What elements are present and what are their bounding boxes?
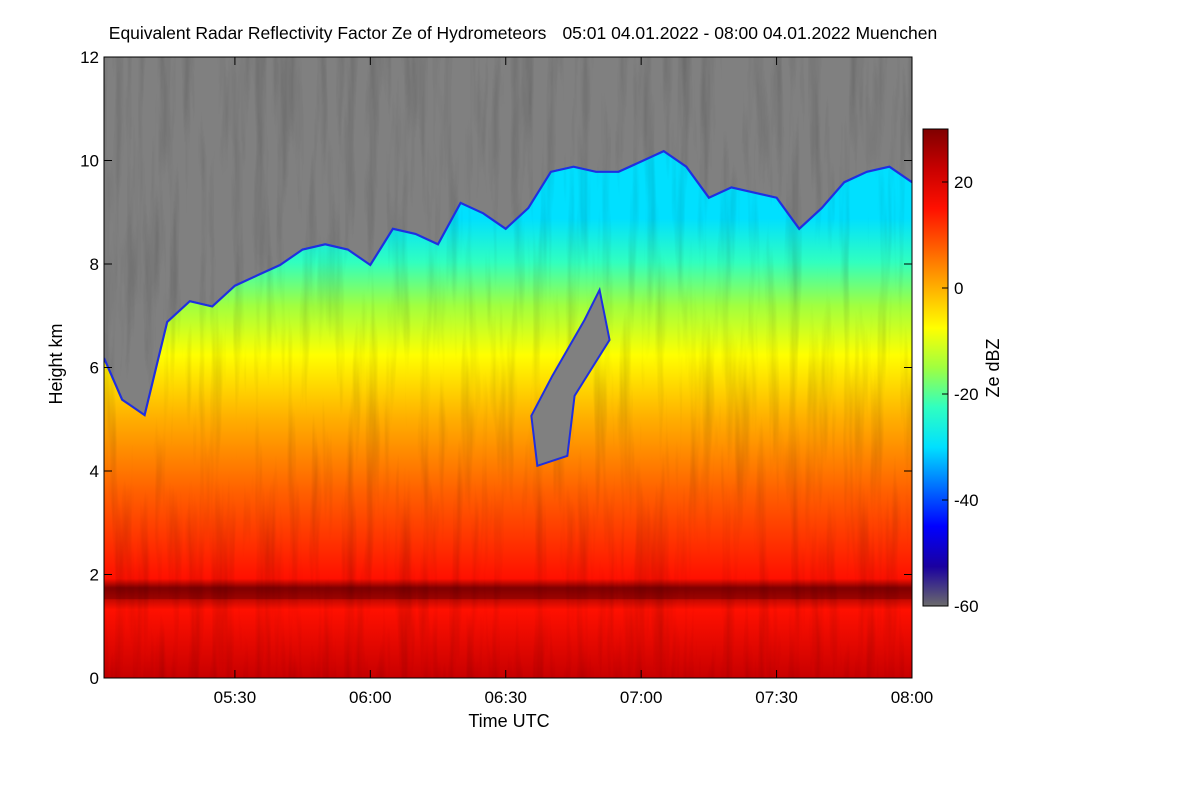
y-tick-label: 4 (90, 462, 99, 481)
colorbar-ticks: 20 0 -20 -40 -60 (942, 173, 979, 616)
x-tick-label: 07:00 (620, 688, 663, 707)
x-tick-label: 06:00 (349, 688, 392, 707)
title-time-range: 05:01 04.01.2022 - 08:00 04.01.2022 (562, 23, 850, 43)
reflectivity-field (104, 57, 912, 678)
colorbar-tick-label: -40 (954, 491, 979, 510)
y-axis-title: Height km (46, 323, 66, 404)
x-tick-label: 08:00 (891, 688, 934, 707)
chart-title: Equivalent Radar Reflectivity Factor Ze … (109, 23, 937, 43)
no-signal-gap (530, 286, 611, 468)
echo-top-edge (104, 149, 912, 417)
fallstreak-texture (104, 57, 912, 678)
colorbar-title: Ze dBZ (983, 338, 1003, 397)
y-axis: 0 2 4 6 8 10 12 (80, 48, 912, 688)
y-tick-label: 2 (90, 566, 99, 585)
colorbar-tick-label: 20 (954, 173, 973, 192)
colorbar-tick-label: 0 (954, 279, 963, 298)
title-main: Equivalent Radar Reflectivity Factor Ze … (109, 23, 547, 43)
colorbar-tick-label: -20 (954, 385, 979, 404)
y-tick-label: 0 (90, 669, 99, 688)
x-tick-label: 05:30 (214, 688, 257, 707)
y-tick-label: 8 (90, 255, 99, 274)
y-tick-label: 6 (90, 359, 99, 378)
x-tick-label: 07:30 (755, 688, 798, 707)
colorbar-gradient (922, 128, 949, 607)
y-tick-label: 10 (80, 152, 99, 171)
title-location: Muenchen (855, 23, 937, 43)
colorbar-tick-label: -60 (954, 597, 979, 616)
colorbar: 20 0 -20 -40 -60 Ze dBZ (922, 128, 1003, 616)
x-axis-title: Time UTC (468, 711, 549, 731)
x-tick-label: 06:30 (484, 688, 527, 707)
x-axis: 05:30 06:00 06:30 07:00 07:30 08:00 (214, 57, 934, 707)
y-tick-label: 12 (80, 48, 99, 67)
